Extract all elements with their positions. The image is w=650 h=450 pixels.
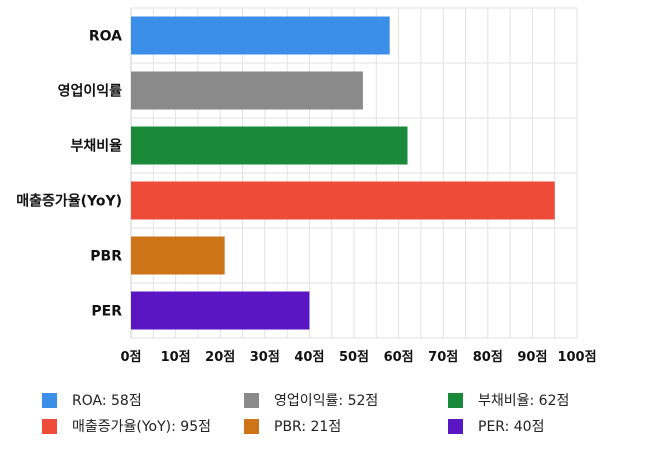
legend-swatch bbox=[244, 418, 259, 434]
x-tick-label: 20점 bbox=[205, 350, 235, 365]
category-label: 부채비율 bbox=[70, 138, 122, 155]
x-tick-label: 80점 bbox=[473, 350, 503, 365]
legend-item[interactable]: 영업이익률: 52점 bbox=[244, 390, 378, 410]
category-label: ROA bbox=[89, 29, 122, 45]
x-tick-label: 100점 bbox=[557, 350, 596, 365]
bar[interactable] bbox=[131, 16, 390, 55]
category-label: 매출증가율(YoY) bbox=[16, 193, 122, 210]
legend-label: 매출증가율(YoY): 95점 bbox=[72, 419, 211, 435]
x-tick-label: 10점 bbox=[161, 350, 191, 365]
bar[interactable] bbox=[131, 291, 310, 330]
legend-swatch bbox=[448, 418, 463, 434]
bar[interactable] bbox=[131, 236, 225, 275]
bar[interactable] bbox=[131, 181, 555, 220]
legend-swatch bbox=[244, 392, 259, 408]
category-label: PER bbox=[91, 304, 122, 320]
legend-swatch bbox=[448, 392, 463, 408]
x-tick-label: 50점 bbox=[339, 350, 369, 365]
legend-item[interactable]: 매출증가율(YoY): 95점 bbox=[42, 416, 211, 436]
legend-item[interactable]: PBR: 21점 bbox=[244, 416, 341, 436]
legend-label: 부채비율: 62점 bbox=[478, 393, 570, 409]
legend-label: PBR: 21점 bbox=[274, 419, 342, 435]
bar[interactable] bbox=[131, 126, 408, 165]
x-tick-label: 70점 bbox=[428, 350, 458, 365]
bar[interactable] bbox=[131, 71, 363, 110]
legend-swatch bbox=[42, 392, 57, 408]
category-label: PBR bbox=[90, 249, 122, 265]
legend-swatch bbox=[42, 418, 57, 434]
x-tick-label: 30점 bbox=[250, 350, 280, 365]
x-tick-label: 0점 bbox=[120, 350, 141, 365]
legend-item[interactable]: 부채비율: 62점 bbox=[448, 390, 569, 410]
legend-label: ROA: 58점 bbox=[72, 393, 142, 409]
legend-item[interactable]: ROA: 58점 bbox=[42, 390, 142, 410]
legend-label: PER: 40점 bbox=[478, 419, 545, 435]
legend-item[interactable]: PER: 40점 bbox=[448, 416, 544, 436]
x-tick-label: 40점 bbox=[294, 350, 324, 365]
legend-label: 영업이익률: 52점 bbox=[274, 393, 379, 409]
x-tick-label: 90점 bbox=[517, 350, 547, 365]
category-label: 영업이익률 bbox=[58, 83, 123, 100]
x-tick-label: 60점 bbox=[384, 350, 414, 365]
